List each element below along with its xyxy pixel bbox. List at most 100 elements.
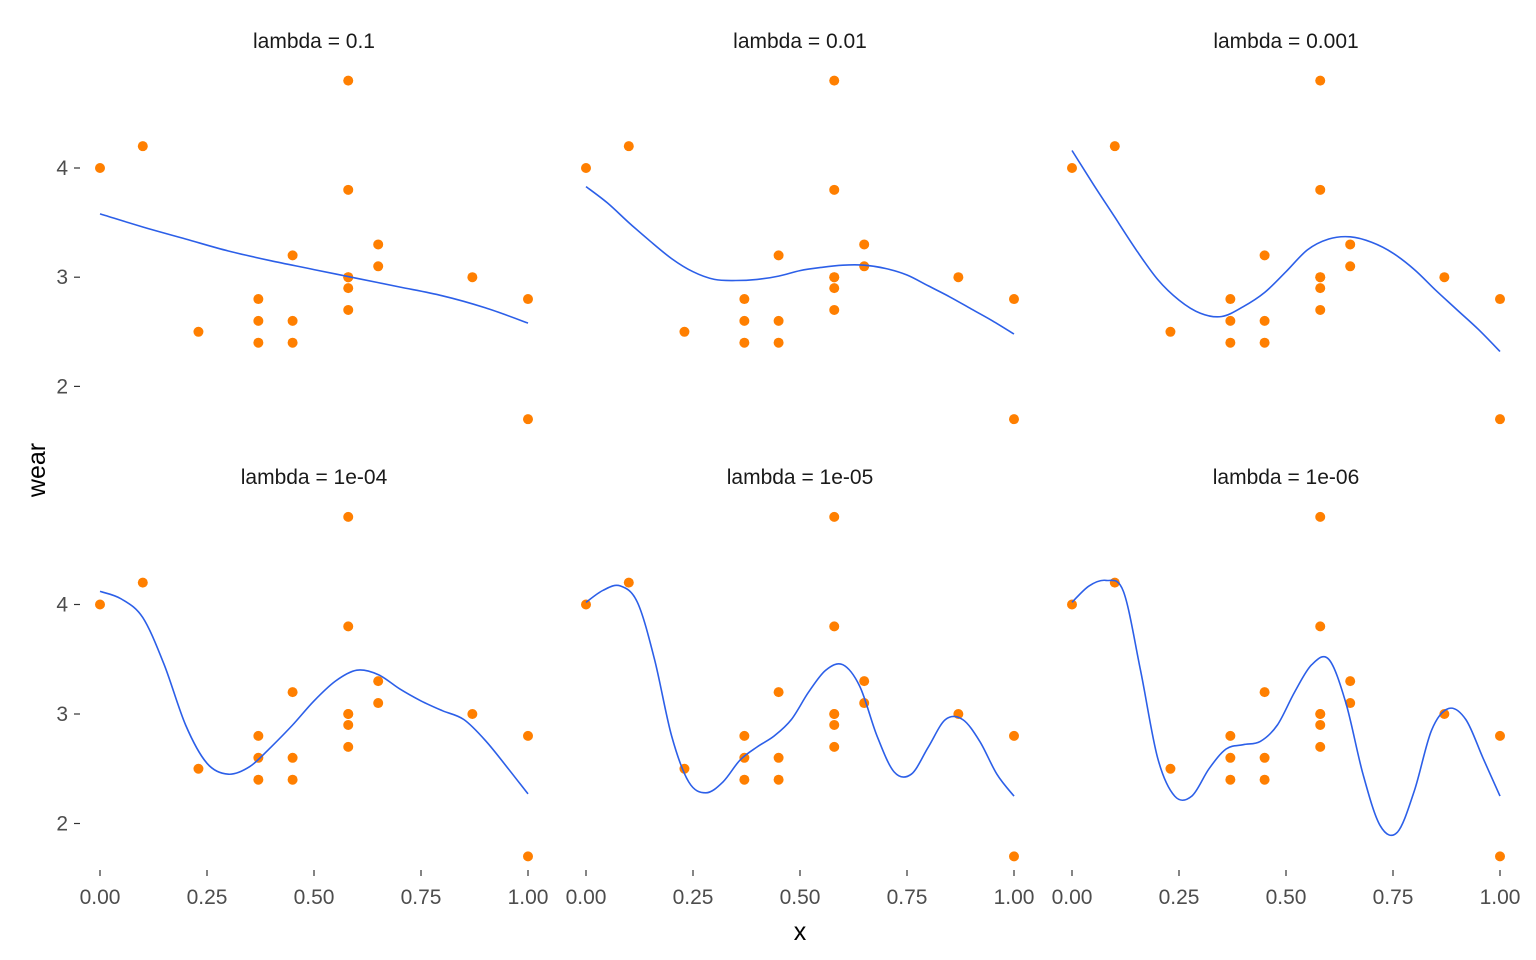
data-point (1225, 315, 1236, 326)
data-point (343, 304, 354, 315)
data-point (623, 141, 634, 152)
data-point (523, 730, 533, 741)
data-point (253, 774, 264, 785)
data-point (739, 752, 750, 763)
x-tick-label: 0.75 (887, 886, 928, 909)
data-point (137, 141, 148, 152)
data-point (137, 577, 148, 588)
data-point (95, 163, 105, 173)
data-point (1259, 774, 1270, 785)
y-tick-label: 2 (56, 375, 68, 398)
data-point (343, 621, 354, 632)
data-point (1315, 511, 1326, 522)
data-point (1315, 184, 1326, 195)
data-point (1009, 730, 1019, 741)
data-point (773, 774, 784, 785)
data-point (773, 337, 784, 348)
data-point (467, 272, 478, 283)
y-tick-label: 3 (56, 703, 68, 726)
data-point (253, 752, 264, 763)
data-point (1315, 719, 1326, 730)
data-point (287, 250, 298, 261)
data-point (739, 730, 750, 741)
data-point (829, 304, 840, 315)
data-point (679, 326, 690, 337)
x-axis-title: x (794, 918, 807, 946)
panel-3: lambda = 0.001 (1067, 30, 1505, 425)
panel-5: lambda = 1e-05 0.00 0.25 0.50 0.75 1.00 (566, 466, 1035, 909)
data-point (1495, 414, 1505, 425)
x-tick-label: 0.75 (401, 886, 442, 909)
data-point (1315, 621, 1326, 632)
x-tick-label: 1.00 (994, 886, 1035, 909)
data-point (523, 294, 533, 305)
panel-title: lambda = 0.001 (1213, 30, 1358, 53)
data-point (1345, 676, 1356, 687)
y-tick-label: 4 (56, 157, 68, 180)
data-point (1439, 272, 1450, 283)
data-point (1259, 752, 1270, 763)
panel-4: lambda = 1e-04 2 3 4 0.00 0.25 0.50 0.75 1.00 (56, 466, 548, 909)
data-point (1315, 741, 1326, 752)
panels: lambda = 0.1 2 3 4 lambda = 0.01 lambda = 0.0… (56, 30, 1520, 909)
spline-fit-line (99, 213, 529, 324)
data-point (1439, 709, 1450, 719)
spline-fit-line (1071, 150, 1501, 353)
y-tick-label: 4 (56, 594, 68, 617)
data-point (859, 239, 870, 250)
data-point (1315, 75, 1326, 86)
x-tick-label: 0.25 (1159, 886, 1200, 909)
data-point (1315, 283, 1326, 294)
x-tick-label: 0.50 (780, 886, 821, 909)
panel-title: lambda = 0.1 (253, 30, 375, 53)
panel-title: lambda = 1e-05 (727, 466, 874, 489)
spline-fit-line (1071, 579, 1501, 837)
data-point (1315, 304, 1326, 315)
data-point (287, 337, 298, 348)
data-point (1259, 315, 1270, 326)
data-point (373, 261, 384, 272)
data-point (1225, 294, 1236, 305)
data-point (829, 709, 840, 719)
panel-1: lambda = 0.1 2 3 4 (56, 30, 533, 425)
data-point (287, 752, 298, 763)
data-point (1495, 294, 1505, 305)
data-point (829, 621, 840, 632)
panel-6: lambda = 1e-06 0.00 0.25 0.50 0.75 1.00 (1052, 466, 1521, 909)
data-point (581, 599, 591, 610)
data-point (193, 326, 204, 337)
data-point (343, 719, 354, 730)
x-tick-label: 0.25 (187, 886, 228, 909)
spline-fit-line (585, 584, 1015, 797)
y-tick-label: 3 (56, 266, 68, 289)
data-point (859, 676, 870, 687)
panel-title: lambda = 1e-06 (1213, 466, 1360, 489)
data-point (373, 698, 384, 709)
data-point (739, 315, 750, 326)
data-point (739, 774, 750, 785)
data-point (829, 184, 840, 195)
data-point (1495, 730, 1505, 741)
data-point (1225, 774, 1236, 785)
data-point (253, 730, 264, 741)
data-point (287, 687, 298, 698)
data-point (373, 676, 384, 687)
data-point (581, 163, 591, 173)
data-point (1259, 250, 1270, 261)
data-point (1315, 709, 1326, 719)
data-point (253, 315, 264, 326)
data-point (467, 709, 478, 719)
x-tick-label: 1.00 (1480, 886, 1521, 909)
data-point (1259, 687, 1270, 698)
data-point (193, 763, 204, 774)
x-tick-label: 0.00 (1052, 886, 1093, 909)
data-point (1225, 337, 1236, 348)
data-point (773, 752, 784, 763)
data-point (1009, 414, 1019, 425)
data-point (95, 599, 105, 610)
data-point (253, 294, 264, 305)
data-point (343, 709, 354, 719)
data-point (1067, 163, 1077, 173)
spline-fit-line (99, 590, 529, 795)
panel-2: lambda = 0.01 (581, 30, 1019, 425)
